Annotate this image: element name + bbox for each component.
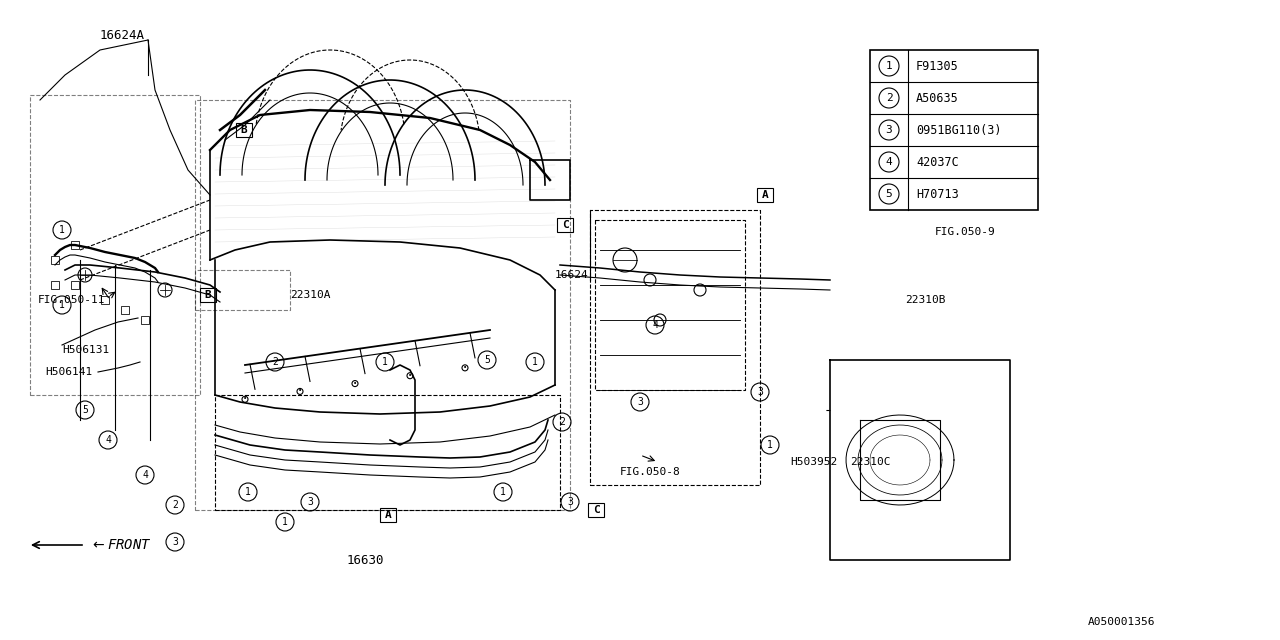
Bar (51, 256, 59, 264)
Text: 2: 2 (886, 93, 892, 103)
Text: 22310A: 22310A (291, 290, 330, 300)
Text: •: • (463, 365, 467, 371)
Text: FIG.050-11: FIG.050-11 (38, 295, 105, 305)
Text: FIG.050-9: FIG.050-9 (934, 227, 996, 237)
Text: •: • (298, 388, 302, 394)
Text: 2: 2 (172, 500, 178, 510)
Text: 5: 5 (82, 405, 88, 415)
Text: 3: 3 (172, 537, 178, 547)
Bar (70, 241, 79, 249)
Text: •: • (408, 372, 412, 379)
Text: •: • (353, 381, 357, 387)
Text: 3: 3 (307, 497, 312, 507)
Text: A: A (384, 510, 392, 520)
Bar (101, 296, 109, 304)
Text: 3: 3 (756, 387, 763, 397)
Text: C: C (562, 220, 568, 230)
Text: A50635: A50635 (916, 92, 959, 104)
Text: 16630: 16630 (347, 554, 384, 566)
Bar (51, 281, 59, 289)
Text: 1: 1 (244, 487, 251, 497)
Text: 1: 1 (381, 357, 388, 367)
Text: 1: 1 (500, 487, 506, 497)
Text: $\leftarrow$FRONT: $\leftarrow$FRONT (90, 538, 151, 552)
Text: F91305: F91305 (916, 60, 959, 72)
Text: 4: 4 (652, 320, 658, 330)
Text: 1: 1 (59, 225, 65, 235)
Bar (141, 316, 148, 324)
Text: 1: 1 (282, 517, 288, 527)
Text: 1: 1 (532, 357, 538, 367)
Text: 3: 3 (886, 125, 892, 135)
Text: 2: 2 (559, 417, 564, 427)
Text: B: B (205, 290, 211, 300)
Text: 22310C: 22310C (850, 457, 891, 467)
Text: 0951BG110(3): 0951BG110(3) (916, 124, 1001, 136)
Text: C: C (593, 505, 599, 515)
Text: 1: 1 (767, 440, 773, 450)
Text: 3: 3 (637, 397, 643, 407)
Text: H503952: H503952 (790, 457, 837, 467)
Text: 4: 4 (105, 435, 111, 445)
Text: H70713: H70713 (916, 188, 959, 200)
Text: •: • (243, 396, 247, 403)
Text: B: B (241, 125, 247, 135)
Text: 1: 1 (886, 61, 892, 71)
Bar (122, 306, 129, 314)
Text: A050001356: A050001356 (1088, 617, 1155, 627)
Text: 3: 3 (567, 497, 573, 507)
Text: 1: 1 (59, 300, 65, 310)
Text: 4: 4 (886, 157, 892, 167)
Text: 2: 2 (273, 357, 278, 367)
Text: FIG.050-8: FIG.050-8 (620, 467, 681, 477)
Text: 5: 5 (886, 189, 892, 199)
Text: 16624A: 16624A (100, 29, 145, 42)
Text: 5: 5 (484, 355, 490, 365)
Text: 22310B: 22310B (905, 295, 946, 305)
Text: H506131: H506131 (61, 345, 109, 355)
Bar (870, 50, 1038, 210)
Text: A: A (762, 190, 768, 200)
Text: 16624: 16624 (556, 270, 589, 280)
Text: 4: 4 (142, 470, 148, 480)
Text: H506141: H506141 (45, 367, 92, 377)
Text: 42037C: 42037C (916, 156, 959, 168)
Bar (70, 281, 79, 289)
